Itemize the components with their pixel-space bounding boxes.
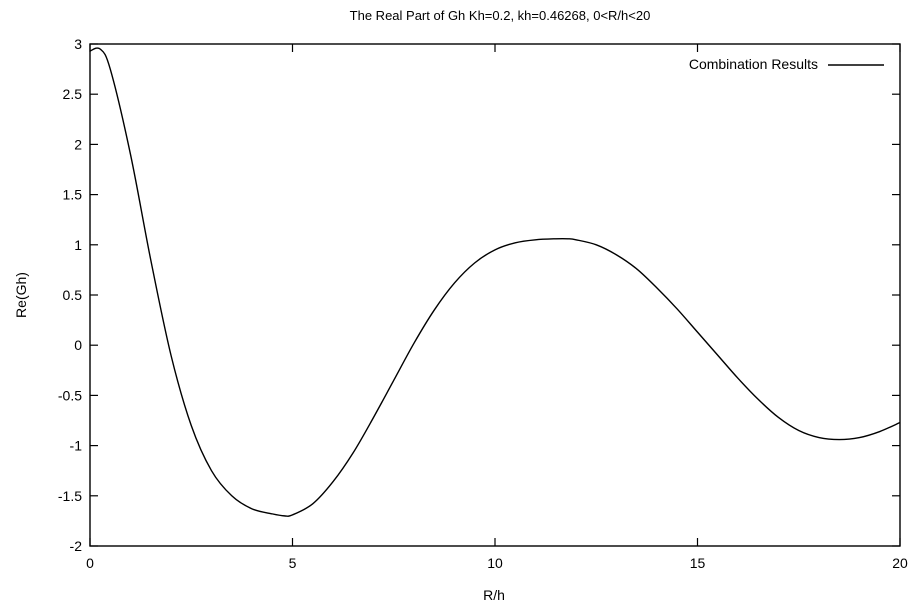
x-tick-label: 5	[289, 555, 297, 571]
y-tick-label: -1	[70, 438, 83, 454]
y-tick-label: 3	[74, 36, 82, 52]
y-axis-label: Re(Gh)	[13, 272, 29, 318]
legend-label: Combination Results	[689, 56, 818, 72]
axis-ticks	[89, 43, 901, 547]
y-tick-label: -1.5	[58, 488, 82, 504]
x-tick-label: 10	[487, 555, 503, 571]
legend: Combination Results	[689, 56, 884, 72]
y-tick-label: -0.5	[58, 387, 82, 403]
series-line	[89, 47, 901, 517]
chart-title: The Real Part of Gh Kh=0.2, kh=0.46268, …	[350, 8, 651, 23]
y-tick-label: 0	[74, 337, 82, 353]
y-tick-label: 2	[74, 136, 82, 152]
x-tick-label: 20	[892, 555, 908, 571]
y-tick-label: 1	[74, 237, 82, 253]
x-axis-label: R/h	[483, 587, 505, 603]
x-tick-label: 15	[690, 555, 706, 571]
tick-labels: 0 5 10 15 20 3 2.5 2 1.5 1 0.5 0 -0.5 -1 -1.5 -2	[58, 36, 908, 571]
x-tick-label: 0	[86, 555, 94, 571]
y-tick-label: -2	[70, 538, 83, 554]
y-tick-label: 2.5	[63, 86, 83, 102]
y-tick-label: 1.5	[63, 187, 83, 203]
series-group	[89, 47, 901, 517]
y-tick-label: 0.5	[63, 287, 83, 303]
